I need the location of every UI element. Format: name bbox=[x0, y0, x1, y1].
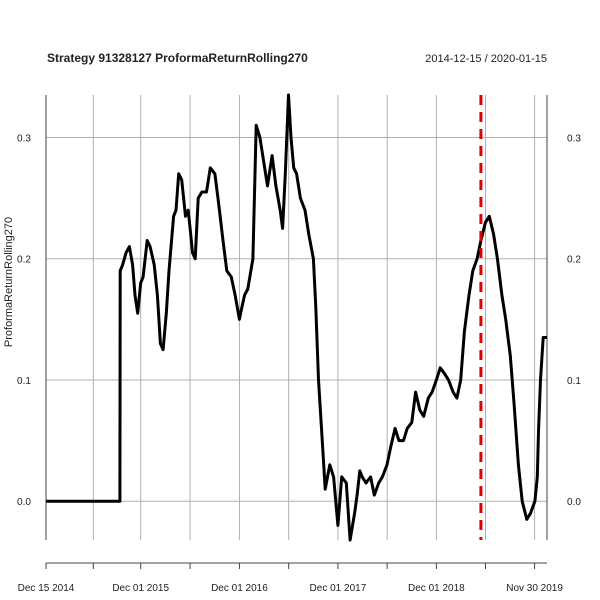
x-tick-label: Dec 01 2016 bbox=[211, 583, 268, 594]
y-tick-label-right: 0.1 bbox=[567, 376, 581, 387]
date-range-label: 2014-12-15 / 2020-01-15 bbox=[425, 53, 547, 65]
y-tick-label-right: 0.3 bbox=[567, 133, 581, 144]
y-tick-label-left: 0.2 bbox=[17, 255, 31, 266]
x-tick-label: Dec 01 2018 bbox=[408, 583, 465, 594]
tick-labels: 0.0 0.0 0.1 0.1 0.2 0.2 0.3 0.3 Dec 15 2014 Dec 0… bbox=[17, 133, 581, 594]
x-tick-label: Nov 30 2019 bbox=[506, 583, 563, 594]
axes bbox=[45, 95, 548, 569]
series-layer bbox=[46, 93, 547, 542]
y-tick-label-right: 0.2 bbox=[567, 255, 581, 266]
series-line bbox=[46, 93, 547, 542]
y-tick-label-right: 0.0 bbox=[567, 497, 581, 508]
x-tick-label: Dec 15 2014 bbox=[18, 583, 75, 594]
x-tick-label: Dec 01 2015 bbox=[112, 583, 169, 594]
y-axis-label: ProformaReturnRolling270 bbox=[3, 217, 15, 347]
y-tick-label-left: 0.1 bbox=[17, 376, 31, 387]
y-tick-label-left: 0.3 bbox=[17, 133, 31, 144]
chart-title: Strategy 91328127 ProformaReturnRolling2… bbox=[47, 51, 308, 65]
x-tick-label: Dec 01 2017 bbox=[310, 583, 367, 594]
y-tick-label-left: 0.0 bbox=[17, 497, 31, 508]
